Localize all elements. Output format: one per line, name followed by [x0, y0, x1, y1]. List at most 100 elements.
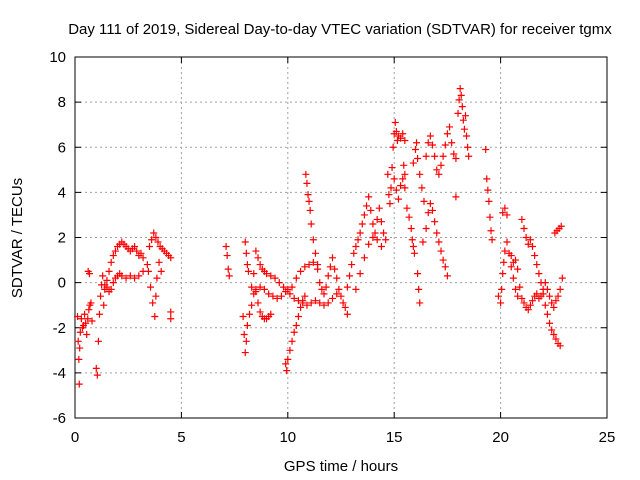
data-point — [74, 312, 82, 320]
data-point — [145, 243, 153, 251]
data-point — [241, 349, 249, 357]
data-point — [122, 274, 130, 282]
data-point — [245, 310, 253, 318]
data-point — [153, 274, 161, 282]
data-point — [282, 288, 290, 296]
data-point — [460, 125, 468, 133]
data-point — [131, 243, 139, 251]
data-point — [548, 299, 556, 307]
data-point — [271, 274, 279, 282]
data-point — [533, 261, 541, 269]
data-point — [394, 195, 402, 203]
data-point — [410, 249, 418, 257]
data-point — [437, 247, 445, 255]
data-point — [348, 261, 356, 269]
data-point — [155, 258, 163, 266]
data-point — [303, 179, 311, 187]
data-point — [358, 220, 366, 228]
chart-title: Day 111 of 2019, Sidereal Day-to-day VTE… — [68, 21, 612, 38]
data-point — [524, 306, 532, 314]
data-point — [341, 303, 349, 311]
data-point — [443, 130, 451, 138]
y-tick-label: -2 — [53, 320, 66, 337]
data-point — [454, 109, 462, 117]
data-point — [326, 263, 334, 271]
data-point — [248, 283, 256, 291]
data-point — [346, 272, 354, 280]
data-point — [409, 243, 417, 251]
data-point — [133, 247, 141, 255]
x-tick-label: 0 — [71, 429, 79, 446]
data-point — [244, 267, 252, 275]
data-point — [546, 292, 554, 300]
y-tick-label: 4 — [58, 184, 66, 201]
data-point — [535, 270, 543, 278]
data-point — [401, 136, 409, 144]
data-point — [399, 130, 407, 138]
data-point — [360, 211, 368, 219]
data-point — [93, 371, 101, 379]
data-point — [273, 294, 281, 302]
data-point — [455, 96, 463, 104]
y-tick-label: 8 — [58, 94, 66, 111]
data-point — [533, 290, 541, 298]
data-point — [131, 274, 139, 282]
data-point — [354, 236, 362, 244]
data-point — [524, 240, 532, 248]
data-point — [531, 252, 539, 260]
data-point — [377, 243, 385, 251]
data-point — [501, 204, 509, 212]
data-point — [322, 283, 330, 291]
data-point — [277, 292, 285, 300]
data-point — [516, 283, 524, 291]
data-point — [539, 290, 547, 298]
data-point — [392, 127, 400, 135]
data-point — [343, 310, 351, 318]
y-tick-label: -4 — [53, 365, 66, 382]
data-point — [554, 292, 562, 300]
data-point — [367, 206, 375, 214]
data-point — [486, 213, 494, 221]
y-tick-label: 2 — [58, 230, 66, 247]
data-point — [556, 285, 564, 293]
data-point — [154, 238, 162, 246]
data-point — [459, 116, 467, 124]
data-point — [243, 261, 251, 269]
data-point — [365, 240, 373, 248]
data-point — [483, 175, 491, 183]
data-point — [111, 247, 119, 255]
data-point — [118, 272, 126, 280]
data-point — [514, 292, 522, 300]
data-point — [457, 91, 465, 99]
data-point — [373, 215, 381, 223]
series-seg-d — [222, 238, 341, 357]
y-axis-label: SDTVAR / TECUs — [9, 178, 26, 298]
data-point — [498, 285, 506, 293]
data-point — [350, 249, 358, 257]
data-point — [297, 303, 305, 311]
data-point — [494, 292, 502, 300]
data-point — [292, 274, 300, 282]
data-point — [503, 211, 511, 219]
data-point — [240, 331, 248, 339]
data-point — [401, 184, 409, 192]
data-point — [299, 297, 307, 305]
data-point — [302, 170, 310, 178]
data-point — [420, 197, 428, 205]
grid-lines — [75, 57, 607, 418]
data-point — [256, 308, 264, 316]
data-point — [151, 312, 159, 320]
data-point — [488, 236, 496, 244]
data-point — [105, 267, 113, 275]
data-point — [397, 134, 405, 142]
data-point — [450, 150, 458, 158]
data-point — [422, 152, 430, 160]
data-point — [550, 303, 558, 311]
data-point — [303, 301, 311, 309]
data-point — [373, 236, 381, 244]
data-point — [82, 319, 90, 327]
data-point — [419, 238, 427, 246]
data-point — [248, 301, 256, 309]
data-point — [74, 337, 82, 345]
data-point — [380, 229, 388, 237]
